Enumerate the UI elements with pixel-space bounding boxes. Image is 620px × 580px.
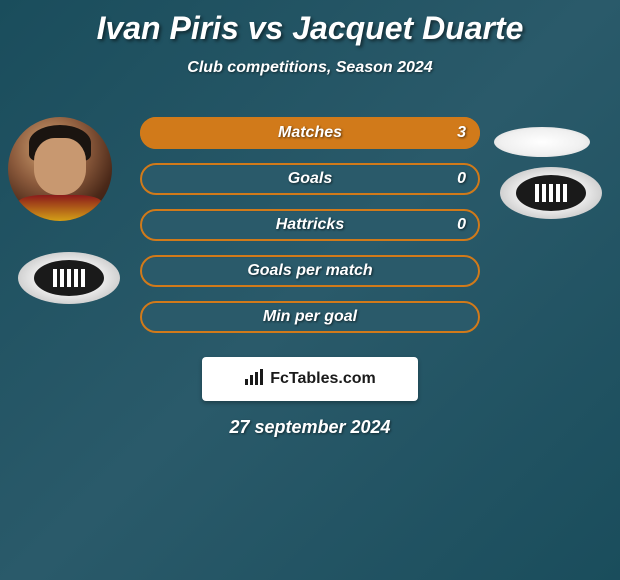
club-logo-left xyxy=(18,252,120,304)
stat-bar: Goals per match xyxy=(140,255,480,287)
stat-value: 3 xyxy=(457,124,466,142)
stat-bar: Min per goal xyxy=(140,301,480,333)
stat-label: Goals per match xyxy=(140,262,480,280)
player-left-avatar xyxy=(8,117,112,221)
stat-label: Matches xyxy=(140,124,480,142)
page-title: Ivan Piris vs Jacquet Duarte xyxy=(0,10,620,47)
stat-label: Hattricks xyxy=(140,216,480,234)
footer-banner: FcTables.com xyxy=(202,357,418,401)
stats-area: Matches3Goals0Hattricks0Goals per matchM… xyxy=(140,117,480,347)
stat-value: 0 xyxy=(457,170,466,188)
stat-bar: Goals0 xyxy=(140,163,480,195)
stat-value: 0 xyxy=(457,216,466,234)
subtitle: Club competitions, Season 2024 xyxy=(0,59,620,77)
date-text: 27 september 2024 xyxy=(0,417,620,438)
banner-text: FcTables.com xyxy=(270,370,376,388)
stat-bar: Matches3 xyxy=(140,117,480,149)
player-right-placeholder xyxy=(494,127,590,157)
stat-bar: Hattricks0 xyxy=(140,209,480,241)
chart-icon xyxy=(244,369,264,390)
stat-label: Min per goal xyxy=(140,308,480,326)
content-area: Matches3Goals0Hattricks0Goals per matchM… xyxy=(0,107,620,347)
stat-label: Goals xyxy=(140,170,480,188)
club-logo-right xyxy=(500,167,602,219)
